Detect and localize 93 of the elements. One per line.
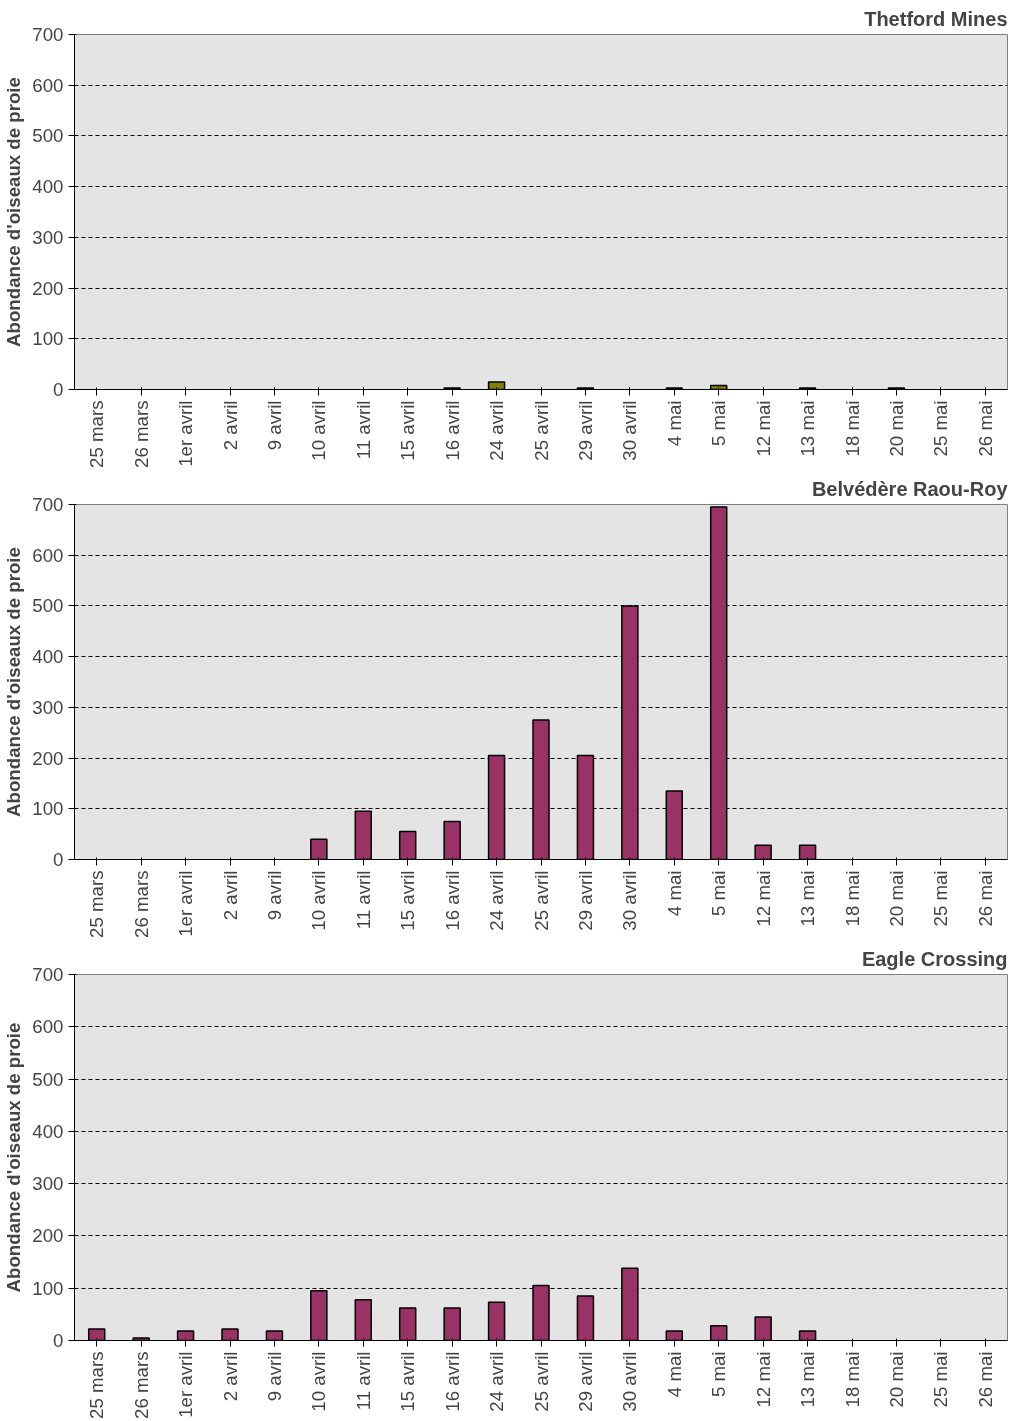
x-tick-label: 13 mai	[797, 1351, 819, 1408]
x-tick-label: 12 mai	[752, 400, 774, 457]
x-tick-label: 10 avril	[308, 400, 330, 461]
x-tick-label: 26 mars	[130, 870, 152, 938]
x-tick-label: 25 mai	[930, 400, 952, 457]
x-tick-label: 11 avril	[352, 1351, 374, 1411]
x-tick-label: 20 mai	[885, 1351, 907, 1408]
x-tick-label: 25 mars	[86, 1351, 108, 1419]
x-tick-label: 1er avril	[175, 1351, 197, 1418]
y-tick-label: 100	[32, 328, 64, 350]
x-tick-label: 13 mai	[797, 870, 819, 927]
x-tick-label: 4 mai	[663, 400, 685, 447]
x-tick-label: 18 mai	[841, 400, 863, 457]
x-tick-label: 26 mars	[130, 400, 152, 468]
y-tick-label: 200	[32, 277, 64, 299]
y-tick-label: 500	[32, 125, 64, 147]
x-tick-label: 5 mai	[708, 400, 730, 447]
x-tick-label: 10 avril	[308, 1351, 330, 1412]
x-tick-label: 9 avril	[263, 400, 285, 451]
y-tick-label: 600	[32, 74, 64, 96]
x-tick-label: 24 avril	[486, 400, 508, 461]
y-tick-label: 200	[32, 1225, 64, 1247]
x-tick-label: 1er avril	[175, 400, 197, 467]
x-tick-label: 25 avril	[530, 400, 552, 461]
y-tick-label: 600	[32, 1016, 64, 1038]
x-tick-label: 29 avril	[574, 1351, 596, 1412]
x-tick-label: 15 avril	[397, 400, 419, 461]
x-tick-label: 30 avril	[619, 400, 641, 461]
y-tick-label: 400	[32, 176, 64, 198]
y-tick-label: 0	[53, 1330, 64, 1351]
x-tick-label: 26 mai	[974, 400, 996, 457]
y-tick-label: 700	[32, 494, 64, 515]
x-tick-label: 16 avril	[441, 400, 463, 461]
x-tick-label: 26 mai	[974, 870, 996, 927]
x-tick-label: 5 mai	[708, 870, 730, 917]
x-tick-label: 15 avril	[397, 1351, 419, 1412]
x-tick-label: 30 avril	[619, 1351, 641, 1412]
x-tick-label: 26 mai	[974, 1351, 996, 1408]
y-tick-label: 200	[32, 747, 64, 769]
x-tick-label: 25 avril	[530, 1351, 552, 1412]
x-tick-label: 4 mai	[663, 870, 685, 917]
x-tick-label: 11 avril	[352, 400, 374, 460]
y-tick-label: 700	[32, 24, 64, 45]
x-tick-label: 13 mai	[797, 400, 819, 457]
y-tick-label: 500	[32, 1068, 64, 1090]
y-tick-label: 300	[32, 1173, 64, 1195]
x-tick-label: 20 mai	[885, 870, 907, 927]
x-tick-label: 24 avril	[486, 1351, 508, 1412]
x-tick-label: 11 avril	[352, 870, 374, 930]
x-tick-label: 9 avril	[263, 1351, 285, 1402]
y-tick-label: 0	[53, 379, 64, 400]
x-tick-label: 25 avril	[530, 870, 552, 931]
x-tick-label: 15 avril	[397, 870, 419, 931]
y-tick-label: 400	[32, 1120, 64, 1142]
y-tick-label: 500	[32, 595, 64, 617]
x-tick-label: 2 avril	[219, 1351, 241, 1402]
y-tick-label: 0	[53, 849, 64, 870]
y-axis-title: Abondance d'oiseaux de proie	[3, 547, 25, 817]
y-tick-label: 100	[32, 798, 64, 820]
x-tick-label: 9 avril	[263, 870, 285, 921]
x-tick-label: 10 avril	[308, 870, 330, 931]
x-tick-label: 1er avril	[175, 870, 197, 937]
y-axis-title: Abondance d'oiseaux de proie	[3, 1022, 25, 1293]
x-tick-label: 25 mai	[930, 870, 952, 927]
x-tick-label: 16 avril	[441, 870, 463, 931]
y-tick-label: 600	[32, 544, 64, 566]
x-tick-label: 4 mai	[663, 1351, 685, 1398]
x-tick-label: 5 mai	[708, 1351, 730, 1398]
x-tick-label: 25 mars	[86, 400, 108, 468]
x-tick-label: 30 avril	[619, 870, 641, 931]
chart-title: Eagle Crossing	[861, 947, 1008, 970]
x-tick-label: 29 avril	[574, 870, 596, 931]
x-tick-label: 26 mars	[130, 1351, 152, 1419]
y-tick-label: 100	[32, 1277, 64, 1299]
y-tick-label: 300	[32, 226, 64, 248]
x-tick-label: 29 avril	[574, 400, 596, 461]
x-tick-label: 12 mai	[752, 1351, 774, 1408]
x-tick-label: 18 mai	[841, 870, 863, 927]
y-axis-title: Abondance d'oiseaux de proie	[3, 77, 25, 347]
x-tick-label: 16 avril	[441, 1351, 463, 1412]
x-tick-label: 2 avril	[219, 870, 241, 921]
x-tick-label: 20 mai	[885, 400, 907, 457]
x-tick-label: 25 mai	[930, 1351, 952, 1408]
chart-title: Thetford Mines	[864, 7, 1008, 30]
y-tick-label: 400	[32, 646, 64, 668]
x-tick-label: 12 mai	[752, 870, 774, 927]
chart-title: Belvédère Raou-Roy	[811, 477, 1009, 500]
y-tick-label: 300	[32, 696, 64, 718]
x-tick-label: 25 mars	[86, 870, 108, 938]
x-tick-label: 18 mai	[841, 1351, 863, 1408]
x-tick-label: 2 avril	[219, 400, 241, 451]
x-tick-label: 24 avril	[486, 870, 508, 931]
y-tick-label: 700	[32, 964, 64, 985]
